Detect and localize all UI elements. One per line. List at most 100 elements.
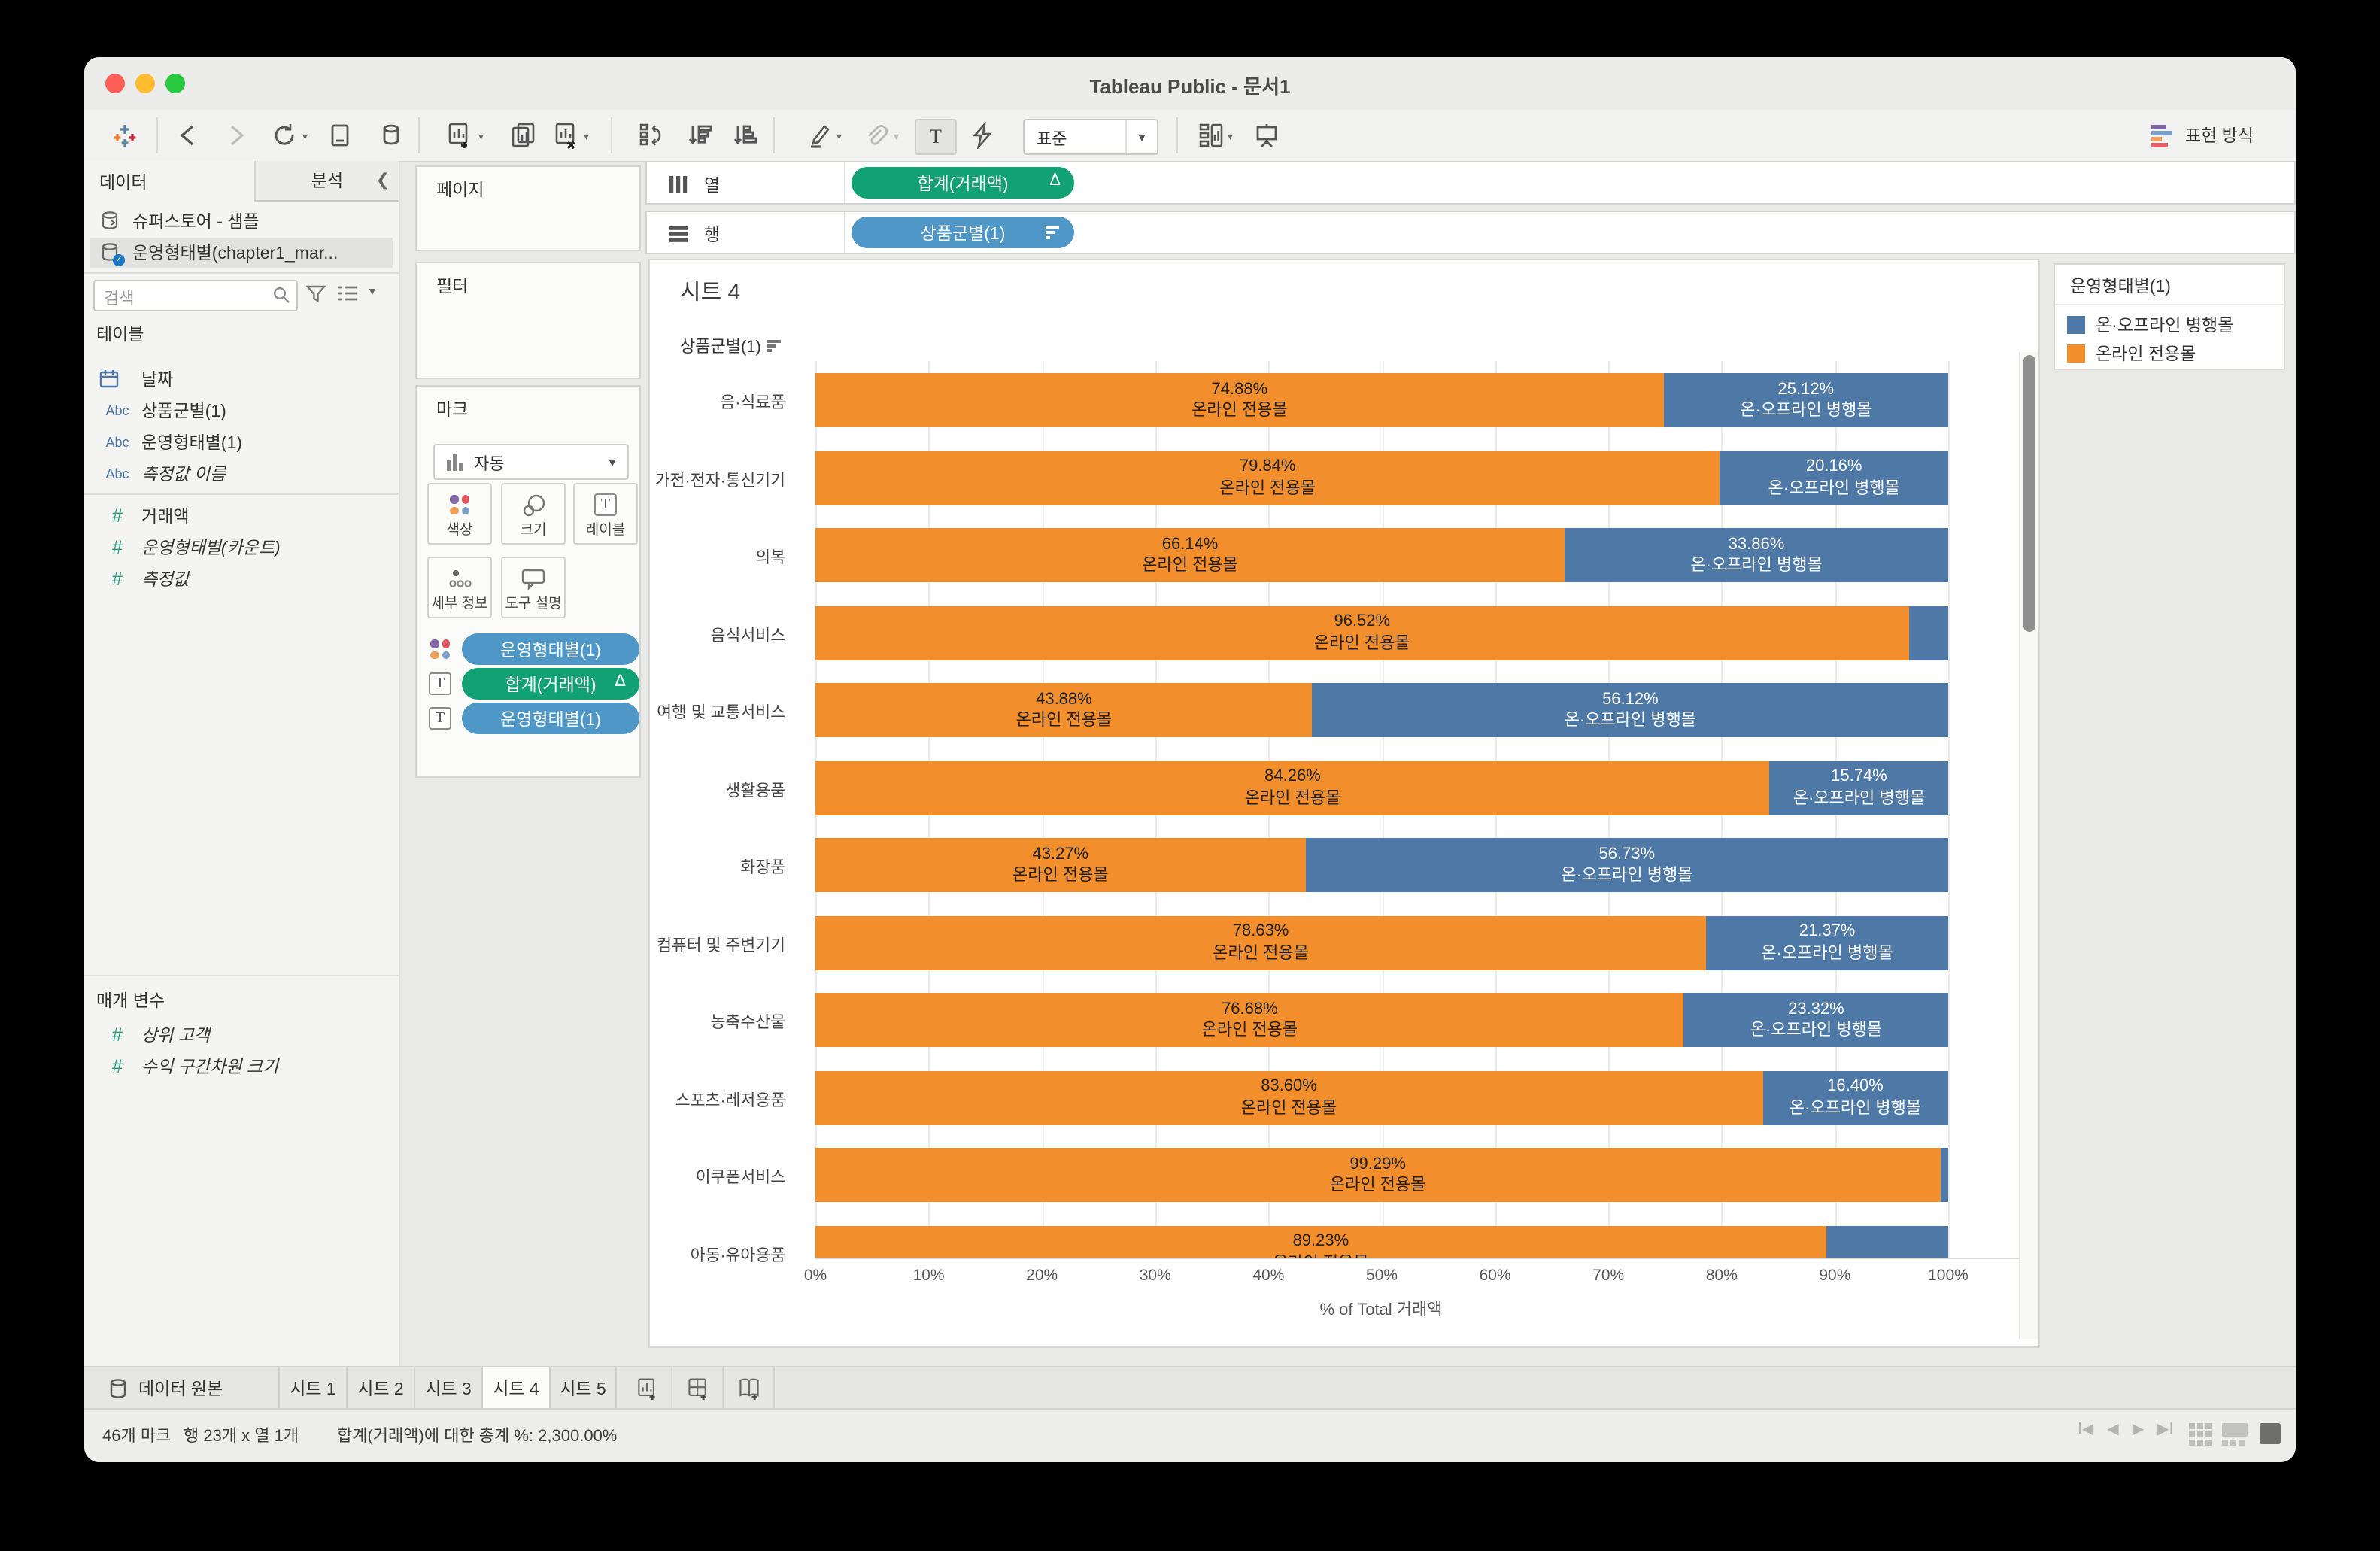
prev-page-icon[interactable]: ◀ bbox=[2107, 1422, 2119, 1438]
mark-type-dropdown[interactable]: 자동 ▼ bbox=[433, 444, 629, 480]
bar-이쿠폰서비스-온라인 전용몰[interactable]: 99.29% 온라인 전용몰 bbox=[815, 1148, 1941, 1202]
tab-시트 3[interactable]: 시트 3 bbox=[414, 1367, 481, 1410]
clear-sheet-button[interactable] bbox=[552, 122, 579, 149]
presentation-mode-button[interactable] bbox=[1253, 122, 1280, 149]
sort-ascending-button[interactable] bbox=[686, 122, 713, 149]
scrollbar-thumb[interactable] bbox=[2023, 355, 2035, 632]
filter-fields-icon[interactable] bbox=[305, 283, 326, 304]
filmstrip-view-icon[interactable] bbox=[2222, 1423, 2248, 1446]
tab-시트 2[interactable]: 시트 2 bbox=[346, 1367, 414, 1410]
tooltip-button[interactable]: 도구 설명 bbox=[501, 557, 566, 618]
bar-생활용품-온라인 전용몰[interactable]: 84.26% 온라인 전용몰 bbox=[815, 760, 1770, 815]
field-운영형태별(1)[interactable]: Abc 운영형태별(1) bbox=[84, 426, 399, 457]
label-button[interactable]: T 레이블 bbox=[573, 483, 638, 545]
bar-가전·전자·통신기기-온·오프라인 병행몰[interactable]: 20.16% 온·오프라인 병행몰 bbox=[1720, 451, 1948, 505]
vertical-scrollbar[interactable] bbox=[2019, 352, 2038, 1339]
rows-shelf[interactable]: 행 상품군별(1) bbox=[645, 211, 2296, 254]
field-상품군별(1)[interactable]: Abc 상품군별(1) bbox=[84, 394, 399, 426]
row-field-header[interactable]: 상품군별(1) bbox=[680, 334, 781, 358]
tab-시트 1[interactable]: 시트 1 bbox=[278, 1367, 346, 1410]
fit-selector[interactable]: 표준 ▼ bbox=[1023, 119, 1158, 155]
bar-음·식료품-온라인 전용몰[interactable]: 74.88% 온라인 전용몰 bbox=[815, 373, 1664, 427]
save-button[interactable] bbox=[326, 122, 354, 149]
bar-음식서비스-온·오프라인 병행몰[interactable] bbox=[1908, 606, 1948, 660]
bar-의복-온·오프라인 병행몰[interactable]: 33.86% 온·오프라인 병행몰 bbox=[1565, 528, 1948, 582]
attach-button[interactable] bbox=[862, 122, 889, 149]
swap-axes-button[interactable] bbox=[638, 122, 665, 149]
field-거래액[interactable]: # 거래액 bbox=[84, 499, 399, 531]
marks-pill[interactable]: 합계(거래액) Δ bbox=[462, 668, 639, 700]
next-page-icon[interactable]: ▶ bbox=[2132, 1422, 2145, 1438]
undo-button[interactable] bbox=[175, 122, 202, 149]
fix-axes-button[interactable] bbox=[969, 122, 996, 149]
bar-생활용품-온·오프라인 병행몰[interactable]: 15.74% 온·오프라인 병행몰 bbox=[1769, 760, 1948, 815]
legend-item[interactable]: 온라인 전용몰 bbox=[2067, 341, 2196, 366]
bar-음식서비스-온라인 전용몰[interactable]: 96.52% 온라인 전용몰 bbox=[815, 606, 1909, 660]
sort-descending-button[interactable] bbox=[731, 122, 758, 149]
attach-caret-icon[interactable]: ▾ bbox=[894, 132, 900, 143]
bar-화장품-온·오프라인 병행몰[interactable]: 56.73% 온·오프라인 병행몰 bbox=[1305, 838, 1948, 892]
bar-농축수산물-온라인 전용몰[interactable]: 76.68% 온라인 전용몰 bbox=[815, 993, 1684, 1047]
datasource-item[interactable]: 슈퍼스토어 - 샘플 bbox=[90, 206, 393, 236]
bar-이쿠폰서비스-온·오프라인 병행몰[interactable] bbox=[1940, 1148, 1948, 1202]
view-options-caret-icon[interactable]: ▼ bbox=[367, 287, 378, 298]
new-worksheet-button[interactable] bbox=[445, 122, 472, 149]
close-button[interactable] bbox=[105, 74, 125, 93]
field-측정값[interactable]: # 측정값 bbox=[84, 563, 399, 594]
show-hide-cards-button[interactable] bbox=[1198, 122, 1225, 149]
bar-의복-온라인 전용몰[interactable]: 66.14% 온라인 전용몰 bbox=[815, 528, 1565, 582]
new-datasource-button[interactable] bbox=[378, 122, 405, 149]
size-button[interactable]: 크기 bbox=[501, 483, 566, 545]
tab-analytics[interactable]: 분석 bbox=[254, 161, 399, 202]
clear-sheet-caret-icon[interactable]: ▾ bbox=[584, 132, 590, 143]
field-날짜[interactable]: 날짜 bbox=[84, 363, 399, 394]
bar-컴퓨터 및 주변기기-온라인 전용몰[interactable]: 78.63% 온라인 전용몰 bbox=[815, 915, 1707, 970]
marks-pill[interactable]: 운영형태별(1) bbox=[462, 633, 639, 665]
tab-data[interactable]: 데이터 bbox=[84, 161, 254, 202]
redo-button[interactable] bbox=[223, 122, 250, 149]
refresh-caret-icon[interactable]: ▾ bbox=[302, 132, 308, 143]
collapse-panel-icon[interactable]: ❮ bbox=[375, 171, 390, 190]
new-dashboard-tab-button[interactable] bbox=[672, 1367, 724, 1410]
single-view-icon[interactable] bbox=[2260, 1423, 2281, 1444]
bar-아동·유아용품-온·오프라인 병행몰[interactable] bbox=[1826, 1225, 1948, 1258]
datasource-item-selected[interactable]: ✓ 운영형태별(chapter1_mar... bbox=[90, 238, 393, 268]
datasource-tab[interactable]: 데이터 원본 bbox=[93, 1367, 238, 1410]
zoom-button[interactable] bbox=[165, 74, 185, 93]
rows-pill[interactable]: 상품군별(1) bbox=[852, 217, 1074, 248]
field-운영형태별(카운트)[interactable]: # 운영형태별(카운트) bbox=[84, 531, 399, 563]
bar-스포츠·레저용품-온·오프라인 병행몰[interactable]: 16.40% 온·오프라인 병행몰 bbox=[1762, 1070, 1948, 1125]
view-options-icon[interactable] bbox=[337, 284, 358, 302]
show-me-button[interactable]: 표현 방식 bbox=[2151, 120, 2254, 150]
filters-shelf[interactable]: 필터 bbox=[415, 262, 641, 379]
minimize-button[interactable] bbox=[135, 74, 155, 93]
bar-아동·유아용품-온라인 전용몰[interactable]: 89.23% 온라인 전용몰 bbox=[815, 1225, 1826, 1258]
bar-여행 및 교통서비스-온·오프라인 병행몰[interactable]: 56.12% 온·오프라인 병행몰 bbox=[1312, 683, 1948, 737]
bar-농축수산물-온·오프라인 병행몰[interactable]: 23.32% 온·오프라인 병행몰 bbox=[1683, 993, 1948, 1047]
color-button[interactable]: 색상 bbox=[427, 483, 492, 545]
refresh-button[interactable] bbox=[271, 122, 298, 149]
detail-button[interactable]: 세부 정보 bbox=[427, 557, 492, 618]
show-mark-labels-button[interactable]: T bbox=[915, 119, 957, 155]
parameter-수익 구간차원 크기[interactable]: # 수익 구간차원 크기 bbox=[84, 1050, 399, 1082]
bar-컴퓨터 및 주변기기-온·오프라인 병행몰[interactable]: 21.37% 온·오프라인 병행몰 bbox=[1706, 915, 1948, 970]
tab-시트 4[interactable]: 시트 4 bbox=[481, 1367, 549, 1410]
grid-view-icon[interactable] bbox=[2189, 1423, 2212, 1446]
color-legend[interactable]: 운영형태별(1) 온·오프라인 병행몰 온라인 전용몰 bbox=[2054, 263, 2285, 370]
bar-가전·전자·통신기기-온라인 전용몰[interactable]: 79.84% 온라인 전용몰 bbox=[815, 451, 1720, 505]
show-hide-cards-caret-icon[interactable]: ▾ bbox=[1228, 132, 1234, 143]
columns-shelf[interactable]: 열 합계(거래액) Δ bbox=[645, 161, 2296, 205]
pages-shelf[interactable]: 페이지 bbox=[415, 165, 641, 251]
highlight-button[interactable] bbox=[806, 122, 833, 149]
columns-pill[interactable]: 합계(거래액) Δ bbox=[852, 167, 1074, 199]
duplicate-sheet-button[interactable] bbox=[510, 122, 537, 149]
bar-화장품-온라인 전용몰[interactable]: 43.27% 온라인 전용몰 bbox=[815, 838, 1306, 892]
bar-여행 및 교통서비스-온라인 전용몰[interactable]: 43.88% 온라인 전용몰 bbox=[815, 683, 1313, 737]
search-input[interactable]: 검색 bbox=[93, 280, 298, 311]
legend-item[interactable]: 온·오프라인 병행몰 bbox=[2067, 313, 2233, 337]
highlight-caret-icon[interactable]: ▾ bbox=[836, 132, 842, 143]
bar-스포츠·레저용품-온라인 전용몰[interactable]: 83.60% 온라인 전용몰 bbox=[815, 1070, 1762, 1125]
new-worksheet-tab-button[interactable] bbox=[621, 1367, 672, 1410]
new-worksheet-caret-icon[interactable]: ▾ bbox=[478, 132, 484, 143]
last-page-icon[interactable]: ▶Ⅰ bbox=[2157, 1422, 2174, 1438]
